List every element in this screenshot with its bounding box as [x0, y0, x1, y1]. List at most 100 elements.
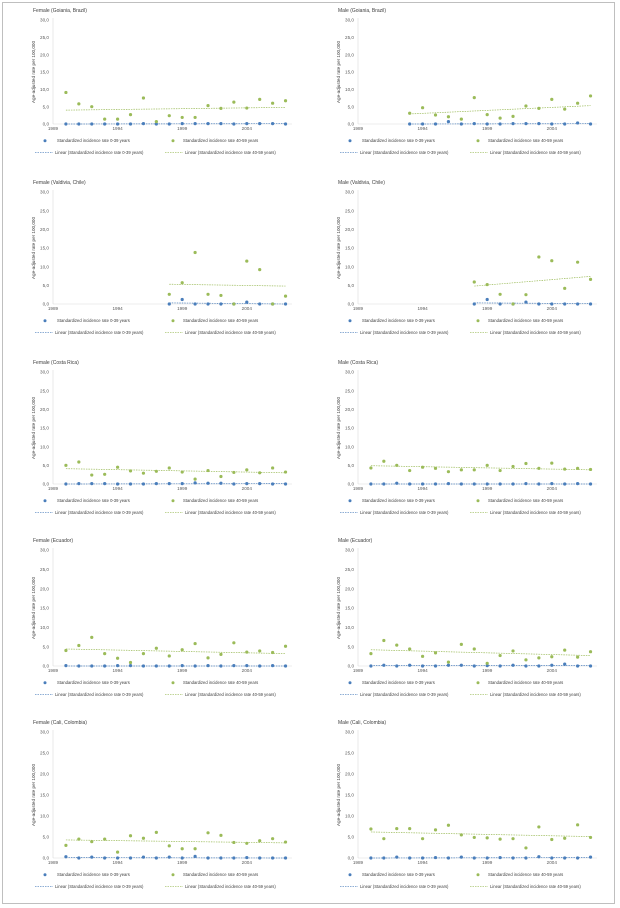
- scatter-chart: Male (Valdivia, Chile) 0,0 5,0 10,0 15,0 20,0…: [336, 180, 597, 335]
- data-point-young: [537, 122, 541, 126]
- y-tick-label: 30,0: [40, 370, 49, 375]
- legend-label-trend-young: Linear (Standardized incidence rate 0-39…: [55, 150, 144, 155]
- chart-title: Male (Costa Rica): [338, 360, 378, 366]
- data-point-young: [206, 856, 210, 860]
- data-point-young: [219, 302, 223, 306]
- data-point-young: [115, 856, 120, 860]
- data-point-young: [219, 664, 223, 668]
- data-point-old: [576, 823, 580, 827]
- data-point-old: [64, 90, 68, 95]
- y-axis-label: Age-adjusted rate per 100,000: [336, 41, 341, 104]
- data-point-old: [369, 466, 373, 470]
- data-point-young: [420, 856, 425, 860]
- chart-panel: Male (Cali, Colombia) 0,0 5,0 10,0 15,0 20,0 2…: [310, 712, 615, 904]
- data-point-young: [408, 663, 412, 667]
- x-tick-label: 1989: [353, 126, 364, 131]
- data-point-old: [167, 292, 171, 296]
- y-tick-label: 20,0: [40, 52, 49, 57]
- legend-label-old: Standardized incidence rate 40-59 years: [183, 498, 258, 503]
- data-point-young: [395, 664, 399, 668]
- y-tick-label: 20,0: [40, 227, 49, 232]
- data-point-young: [154, 122, 158, 126]
- data-point-young: [563, 302, 567, 306]
- data-point-young: [219, 481, 223, 485]
- data-point-young: [433, 122, 438, 126]
- legend-label-trend-young: Linear (Standardized incidence rate 0-39…: [55, 884, 144, 889]
- data-point-young: [472, 664, 476, 668]
- data-point-old: [408, 647, 412, 651]
- y-tick-label: 20,0: [345, 227, 354, 232]
- data-point-old: [485, 282, 489, 287]
- legend-marker-young: [348, 139, 352, 143]
- data-point-old: [563, 836, 567, 840]
- legend-label-trend-old: Linear (Standardized incidence rate 40-5…: [490, 884, 581, 889]
- x-tick-label: 1999: [177, 860, 188, 865]
- data-point-young: [258, 122, 262, 126]
- data-point-young: [537, 482, 541, 486]
- y-tick-label: 10,0: [345, 444, 354, 449]
- legend-marker-young: [43, 681, 47, 685]
- data-point-old: [588, 467, 593, 472]
- y-tick-label: 15,0: [40, 793, 49, 798]
- data-point-old: [498, 837, 502, 841]
- x-tick-label: 1999: [482, 668, 493, 673]
- x-tick-label: 1999: [177, 306, 188, 311]
- legend-label-trend-young: Linear (Standardized incidence rate 0-39…: [360, 884, 449, 889]
- x-tick-label: 1989: [353, 306, 364, 311]
- data-point-young: [524, 300, 528, 304]
- data-point-young: [433, 855, 438, 860]
- x-tick-label: 1999: [482, 860, 493, 865]
- legend-label-young: Standardized incidence rate 0-39 years: [57, 498, 130, 503]
- data-point-old: [193, 847, 197, 851]
- data-point-young: [382, 856, 386, 860]
- y-tick-label: 30,0: [345, 190, 354, 195]
- legend-label-young: Standardized incidence rate 0-39 years: [57, 872, 130, 877]
- data-point-old: [550, 461, 554, 465]
- data-point-old: [258, 471, 262, 475]
- data-point-old: [537, 106, 541, 110]
- data-point-young: [128, 856, 133, 860]
- data-point-young: [115, 122, 120, 126]
- legend-marker-young: [43, 499, 47, 503]
- data-point-old: [219, 106, 223, 110]
- data-point-old: [271, 466, 275, 470]
- chart-title: Female (Ecuador): [33, 538, 73, 544]
- data-point-young: [498, 855, 502, 860]
- data-point-old: [511, 649, 515, 653]
- data-point-young: [446, 482, 451, 486]
- data-point-old: [154, 469, 158, 473]
- data-point-young: [576, 302, 580, 306]
- legend-label-old: Standardized incidence rate 40-59 years: [183, 138, 258, 143]
- y-tick-label: 30,0: [345, 548, 354, 553]
- y-tick-label: 15,0: [345, 793, 354, 798]
- chart-title: Female (Valdivia, Chile): [33, 180, 86, 186]
- data-point-old: [167, 654, 171, 658]
- y-tick-label: 5,0: [348, 283, 355, 288]
- data-point-old: [588, 277, 593, 281]
- data-point-old: [128, 660, 133, 665]
- data-point-old: [537, 825, 541, 829]
- legend-label-old: Standardized incidence rate 40-59 years: [183, 318, 258, 323]
- data-point-old: [563, 107, 567, 111]
- data-point-old: [537, 656, 541, 660]
- legend-label-old: Standardized incidence rate 40-59 years: [183, 872, 258, 877]
- x-tick-label: 1989: [48, 668, 59, 673]
- data-point-old: [180, 648, 184, 652]
- y-axis-label: Age-adjusted rate per 100,000: [31, 41, 36, 104]
- y-tick-label: 5,0: [348, 835, 355, 840]
- legend-marker-old: [476, 139, 480, 143]
- data-point-old: [408, 111, 412, 115]
- data-point-old: [459, 468, 463, 472]
- data-point-young: [369, 482, 373, 486]
- data-point-old: [232, 641, 236, 645]
- data-point-young: [167, 122, 171, 126]
- data-point-young: [115, 664, 120, 668]
- data-point-old: [154, 830, 158, 834]
- y-tick-label: 5,0: [43, 835, 50, 840]
- x-tick-label: 1994: [417, 486, 428, 491]
- chart-panel: Male (Ecuador) 0,0 5,0 10,0 15,0 20,0 25,0 30,0…: [310, 530, 615, 712]
- scatter-chart: Male (Cali, Colombia) 0,0 5,0 10,0 15,0 20,0 2…: [336, 720, 597, 889]
- data-point-young: [498, 664, 502, 668]
- data-point-old: [245, 468, 249, 472]
- legend-marker-old: [476, 499, 480, 503]
